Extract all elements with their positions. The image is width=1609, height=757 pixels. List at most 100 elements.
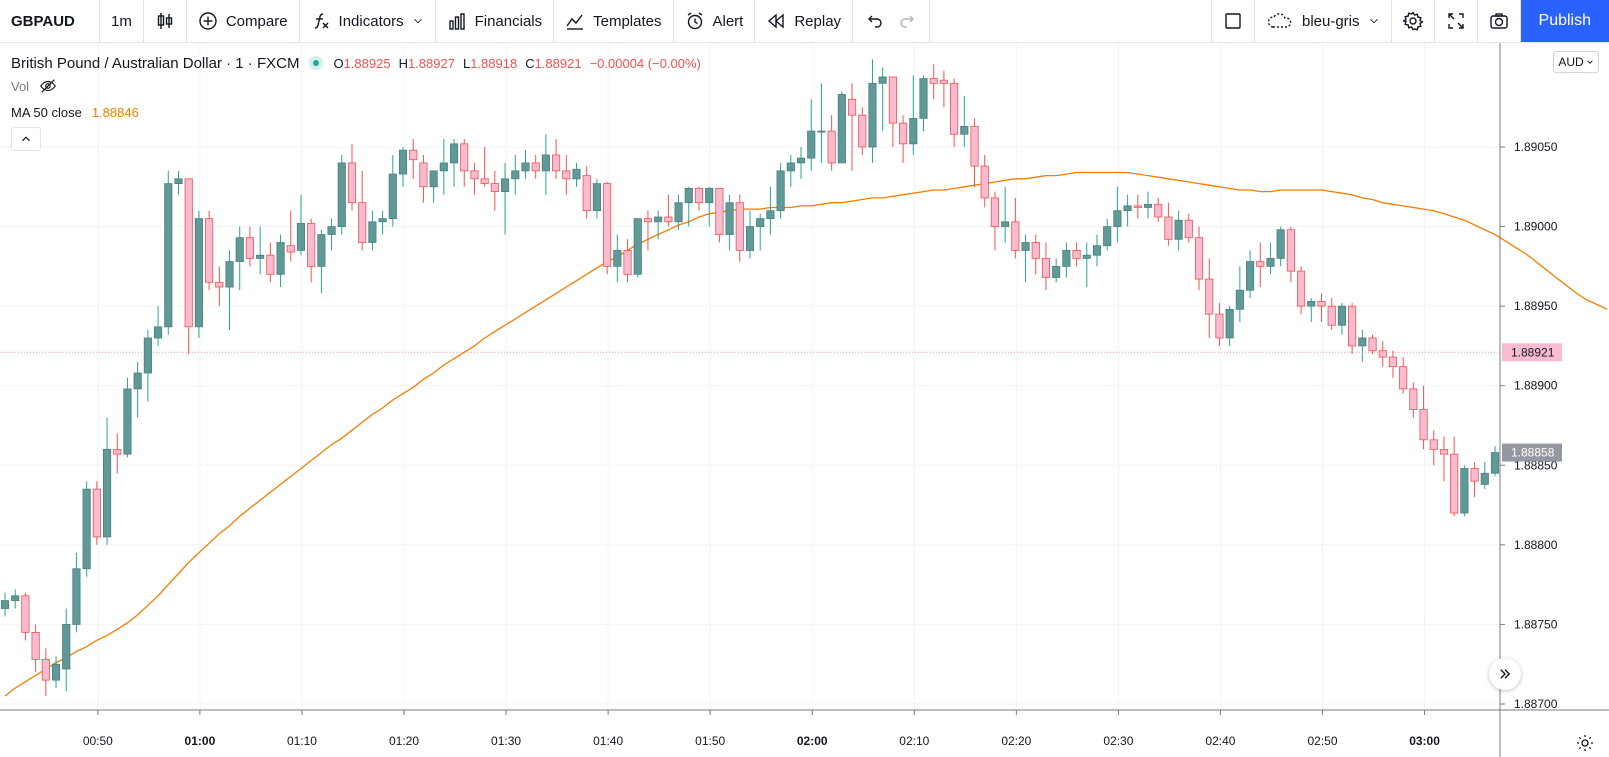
candle-body [1245, 261, 1255, 291]
candle [939, 70, 948, 108]
candle-body [296, 222, 306, 251]
candle-body [439, 162, 448, 172]
candle-body [62, 624, 71, 670]
candle [1399, 357, 1408, 394]
publish-label: Publish [1538, 12, 1591, 29]
time-tick-label: 01:30 [491, 734, 521, 748]
candle [868, 59, 877, 163]
candle [643, 210, 653, 251]
candle [215, 266, 224, 307]
candle [1450, 436, 1459, 517]
change-value: −0.00004 (−0.00%) [589, 55, 701, 71]
symbol-search-button[interactable]: GBPAUD [0, 0, 100, 42]
interval-button[interactable]: 1m [100, 0, 144, 42]
time-tick-label: 03:00 [1409, 734, 1440, 748]
candle-body [786, 162, 795, 172]
candle-body [552, 154, 561, 172]
candle [899, 115, 908, 163]
layout-select-button[interactable] [1210, 0, 1255, 42]
candle-body [347, 162, 357, 204]
candle-body [531, 162, 540, 172]
time-tick-label: 01:00 [185, 734, 216, 748]
currency-button[interactable]: AUD [1553, 51, 1599, 73]
candle [633, 218, 642, 278]
candle-body [164, 183, 173, 328]
candle [1021, 234, 1030, 283]
candle [194, 210, 203, 338]
candle [980, 154, 989, 208]
candle-body [909, 117, 918, 145]
legend-volume-row[interactable]: Vol [11, 73, 701, 99]
indicators-button[interactable]: Indicators [300, 0, 436, 42]
candle-body [705, 187, 714, 204]
candle-body [1021, 242, 1030, 251]
price-tick-label: 1.88800 [1514, 538, 1558, 552]
instrument-title[interactable]: British Pound / Australian Dollar · 1 · … [11, 54, 300, 72]
candle [756, 213, 765, 251]
candle [1368, 334, 1377, 354]
candle-body [735, 202, 744, 251]
replay-button[interactable]: Replay [755, 0, 854, 42]
templates-button[interactable]: Templates [554, 0, 674, 42]
screenshot-button[interactable] [1478, 0, 1521, 42]
candle-body [817, 130, 826, 133]
bar-chart-icon [448, 13, 465, 30]
candle-body [1184, 219, 1193, 239]
compare-button[interactable]: Compare [187, 0, 300, 42]
redo-icon[interactable] [898, 11, 918, 31]
candle-body [460, 143, 469, 172]
candle [358, 170, 367, 251]
candle [1184, 213, 1193, 243]
candle-body [1470, 468, 1479, 482]
time-tick-label: 01:50 [695, 734, 725, 748]
candle-body [1490, 452, 1500, 474]
candle [470, 162, 479, 195]
undo-icon[interactable] [864, 11, 884, 31]
candle [1011, 197, 1020, 259]
publish-button[interactable]: Publish [1520, 0, 1609, 42]
candle-body [745, 226, 755, 251]
candle-body [1164, 216, 1173, 240]
chart-type-button[interactable] [144, 0, 187, 42]
high-value: 1.88927 [407, 55, 455, 71]
alert-label: Alert [712, 12, 744, 30]
candle-body [1235, 289, 1244, 310]
candle-body [868, 82, 877, 148]
axis-settings-icon[interactable] [1575, 733, 1595, 753]
alert-button[interactable]: Alert [674, 0, 756, 42]
candle-body [1368, 337, 1377, 352]
price-axis[interactable]: 1.890501.890001.889501.889001.888501.888… [1499, 43, 1562, 757]
eye-off-icon[interactable] [39, 77, 57, 95]
candle [1143, 191, 1153, 219]
interval-label: 1m [111, 12, 132, 30]
candle [1470, 462, 1479, 498]
candle-body [1388, 356, 1398, 368]
candle-body [756, 218, 765, 227]
legend-collapse-button[interactable] [11, 127, 41, 151]
candle [31, 624, 40, 673]
time-tick-label: 01:20 [389, 734, 419, 748]
layout-name-button[interactable]: bleu-gris [1255, 0, 1392, 42]
candle [378, 210, 387, 235]
time-axis[interactable]: 00:50 01:00 01:10 01:20 01:30 01:40 01:50 02:00… [0, 709, 1609, 748]
candle [1103, 218, 1112, 251]
candle [276, 234, 285, 288]
candle-body [133, 372, 142, 390]
price-tick-label: 1.88700 [1514, 697, 1558, 711]
candle-body [694, 187, 704, 204]
price-tick-label: 1.89000 [1514, 220, 1558, 234]
candle-body [327, 226, 336, 235]
fullscreen-button[interactable] [1435, 0, 1478, 42]
candle-body [1205, 278, 1214, 315]
legend-ma-row[interactable]: MA 50 close 1.88846 [11, 99, 701, 125]
scroll-to-realtime-button[interactable] [1489, 658, 1521, 690]
candle [562, 154, 571, 195]
candle [807, 99, 816, 171]
candle-body [939, 79, 948, 84]
financials-button[interactable]: Financials [436, 0, 555, 42]
chart-legend: British Pound / Australian Dollar · 1 · … [11, 53, 701, 151]
candle [439, 139, 448, 195]
settings-button[interactable] [1392, 0, 1435, 42]
market-status-icon[interactable] [309, 56, 324, 70]
